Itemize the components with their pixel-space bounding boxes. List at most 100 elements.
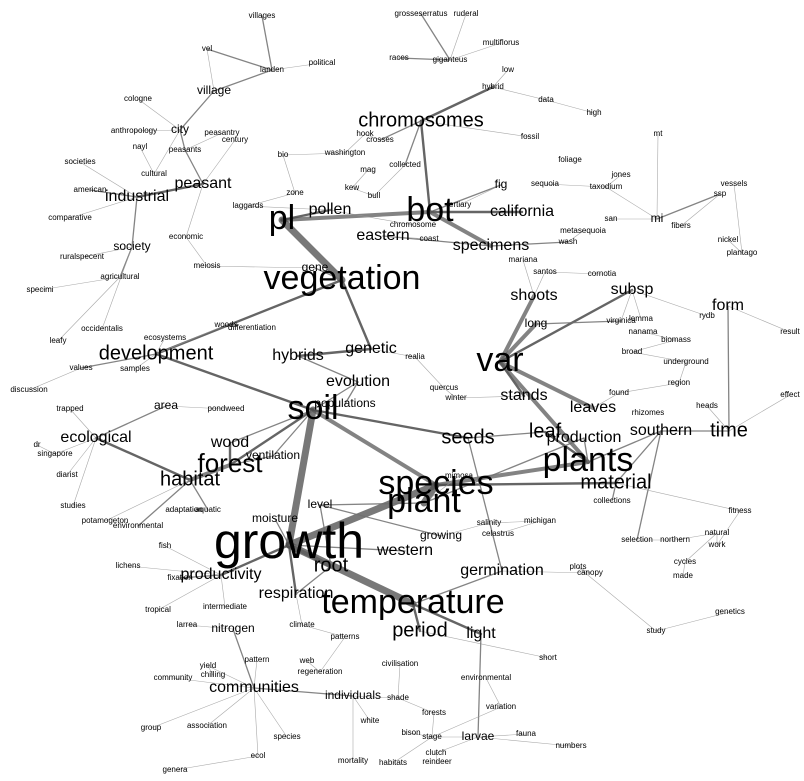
node-label-zone: zone — [286, 188, 304, 197]
node-label-pattern: pattern — [245, 655, 270, 664]
edge-plants-southern — [587, 430, 662, 463]
edge-habitat-potamogeton — [104, 479, 191, 522]
edge-clutch-reindeer — [435, 752, 438, 763]
node-label-forests: forests — [422, 708, 446, 717]
edge-communities-individuals — [253, 687, 354, 697]
node-label-wash: wash — [558, 237, 578, 246]
node-label-cultural: cultural — [141, 169, 167, 178]
node-label-shoots: shoots — [510, 287, 557, 304]
node-label-pondweed: pondweed — [208, 404, 245, 413]
node-label-selection: selection — [621, 535, 653, 544]
node-label-plantago: plantago — [727, 248, 758, 257]
node-label-ssp: ssp — [714, 189, 727, 198]
node-label-fossil: fossil — [521, 132, 539, 141]
edge-regeneration-patterns — [319, 636, 346, 673]
node-label-economic: economic — [169, 232, 203, 241]
edge-forests-stage — [431, 712, 435, 738]
node-label-intermediate: intermediate — [203, 602, 248, 611]
edge-mimosa-plant — [423, 475, 460, 504]
edge-productivity-tropical — [157, 574, 222, 611]
node-label-vessels: vessels — [721, 179, 748, 188]
node-label-period: period — [392, 619, 448, 641]
edge-economic-meiosis — [185, 236, 208, 267]
edge-vel-landen — [206, 48, 273, 71]
node-label-climate: climate — [289, 620, 315, 629]
edge-peasant-economic — [185, 183, 204, 238]
node-label-differentiation: differentiation — [228, 323, 276, 332]
node-label-individuals: individuals — [325, 688, 381, 702]
node-label-work: work — [708, 540, 727, 549]
edge-peasant-century — [202, 139, 236, 185]
label-layer: villages political vel landen village cologne… — [10, 9, 800, 774]
edge-bot-specimens — [428, 210, 493, 248]
node-label-western: western — [376, 542, 433, 559]
edge-soil-ventilation — [272, 409, 314, 457]
edge-subsp-virginica — [620, 289, 633, 322]
edge-development-samples — [134, 353, 157, 370]
edge-specimens-eastern — [382, 235, 492, 247]
node-label-chilling: chilling — [201, 670, 225, 679]
edge-pl-vegetation — [278, 216, 346, 284]
edge-village-vel — [206, 48, 215, 92]
node-label-peasantry: peasantry — [204, 128, 239, 137]
edge-habitats-stage — [392, 736, 433, 764]
node-label-environmental2: environmental — [461, 673, 511, 682]
node-label-village: village — [197, 83, 231, 97]
edge-peasant-peasants — [184, 149, 204, 185]
node-label-plant: plant — [387, 482, 461, 520]
node-label-gene: gene — [302, 260, 329, 274]
node-label-populations: populations — [314, 396, 375, 410]
edge-hybrid-data — [492, 86, 547, 101]
node-label-communities: communities — [209, 679, 299, 696]
node-label-races: races — [389, 53, 409, 62]
node-label-found: found — [609, 388, 629, 397]
node-label-crosses: crosses — [366, 135, 394, 144]
node-label-society: society — [113, 239, 150, 253]
edge-time-heads — [706, 405, 730, 432]
node-label-short: short — [539, 653, 558, 662]
edge-web-regeneration — [306, 660, 321, 673]
edge-communities-species2 — [253, 687, 288, 738]
node-label-mi: mi — [651, 211, 664, 225]
edge-nayl-cultural — [139, 146, 155, 175]
edge-evolution-populations — [344, 381, 359, 405]
edge-climate-respiration — [295, 593, 303, 626]
node-label-taxodium: taxodium — [590, 182, 623, 191]
edge-ecological-diarist — [66, 437, 97, 476]
edge-stands-winter — [455, 395, 525, 399]
node-label-san: san — [605, 214, 618, 223]
node-label-species: species — [378, 464, 493, 502]
edge-genetics-study — [655, 611, 731, 632]
node-label-singapore: singapore — [37, 449, 73, 458]
edge-city-anthropology — [133, 129, 181, 132]
edge-shoots-santos — [533, 271, 546, 297]
edge-chromosomes-hybrid — [419, 85, 495, 123]
edge-civilisation-shade — [397, 663, 401, 699]
node-label-high: high — [586, 108, 601, 117]
node-label-peasant: peasant — [175, 175, 232, 192]
edge-multiflorus-giganteus — [449, 42, 502, 61]
edge-soil-evolution — [312, 381, 359, 411]
edge-village-city — [179, 90, 215, 131]
edge-cycles-natural — [684, 532, 718, 563]
node-label-grosseserratus: grosseserratus — [395, 9, 448, 18]
node-label-heads: heads — [696, 401, 718, 410]
edge-industrial-comparative — [69, 196, 138, 219]
edge-races-giganteus — [398, 57, 451, 61]
node-label-virginica: virginica — [606, 316, 636, 325]
edge-made-cycles — [682, 561, 686, 577]
node-label-hybrids: hybrids — [272, 347, 324, 364]
edge-productivity-intermediate — [220, 574, 226, 608]
node-label-ecol: ecol — [251, 751, 266, 760]
edge-gene-meiosis — [206, 265, 316, 269]
edge-forest-ventilation — [229, 455, 274, 466]
edge-var-subsp — [498, 288, 634, 364]
node-label-bio: bio — [278, 150, 289, 159]
edge-cornotia-santos — [544, 271, 603, 275]
edge-grosseserratus-giganteus — [420, 13, 451, 61]
edge-habitat-aquatic — [189, 479, 209, 511]
node-label-rydb: rydb — [699, 311, 715, 320]
edge-var-leaves — [498, 360, 595, 410]
node-label-tertiary: tertiary — [447, 200, 471, 209]
node-label-agricultural: agricultural — [100, 272, 139, 281]
